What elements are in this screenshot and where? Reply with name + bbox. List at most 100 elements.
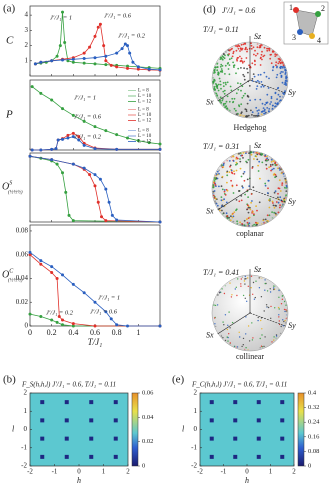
- spin-dot: [285, 77, 287, 80]
- spin-dot: [220, 63, 223, 66]
- spin-dot: [220, 335, 223, 338]
- spin-dot: [273, 211, 276, 214]
- spin-dot: [284, 89, 286, 92]
- spin-dot: [274, 162, 276, 165]
- x-tick-label: 0: [245, 468, 249, 476]
- sphere-axis-label: Sz: [254, 32, 262, 41]
- spin-dot: [243, 171, 246, 173]
- spin-dot: [245, 115, 248, 118]
- spin-dot: [273, 206, 276, 209]
- spin-dot: [266, 155, 268, 158]
- sphere-label: Hedgehog: [234, 123, 267, 132]
- data-point: [58, 44, 62, 48]
- panel-label: (e): [172, 374, 185, 386]
- spin-dot: [272, 66, 275, 69]
- spin-dot: [257, 164, 259, 167]
- spin-dot: [283, 300, 286, 303]
- spin-dot: [239, 47, 242, 50]
- data-point: [71, 57, 75, 61]
- data-point: [61, 171, 64, 175]
- spin-dot: [269, 288, 271, 290]
- spin-dot: [239, 114, 242, 116]
- spin-dot: [250, 153, 253, 156]
- heatmap-peak: [233, 454, 238, 459]
- data-point: [33, 62, 37, 66]
- data-point: [100, 215, 103, 219]
- spin-dot: [228, 73, 231, 76]
- spin-dot: [261, 161, 264, 164]
- spin-dot: [232, 220, 235, 223]
- spin-dot: [269, 165, 272, 168]
- spin-dot: [263, 221, 266, 224]
- spin-dot: [236, 220, 239, 223]
- spin-dot: [248, 85, 251, 87]
- spin-dot: [273, 285, 275, 287]
- spin-dot: [276, 98, 278, 101]
- spin-dot: [260, 296, 263, 298]
- spin-dot: [279, 169, 281, 171]
- spin-dot: [238, 331, 240, 333]
- y-label-sup: C: [9, 269, 14, 275]
- spin-dot: [242, 43, 245, 46]
- spin-dot: [225, 83, 227, 86]
- spin-dot: [272, 50, 275, 53]
- data-point: [158, 142, 162, 146]
- spin-dot: [255, 88, 258, 90]
- spin-dot: [227, 340, 229, 342]
- data-point: [66, 133, 70, 137]
- heatmap-peak: [280, 400, 285, 405]
- spin-dot: [229, 109, 232, 112]
- spin-dot: [220, 185, 223, 188]
- data-point: [93, 34, 97, 38]
- spin-dot: [278, 316, 280, 318]
- spin-dot: [226, 181, 228, 184]
- data-point: [88, 173, 92, 177]
- spin-dot: [262, 219, 265, 222]
- spin-dot: [265, 304, 268, 306]
- spin-dot: [284, 320, 286, 322]
- spin-dot: [220, 334, 222, 337]
- data-point: [71, 219, 75, 223]
- spin-dot: [229, 219, 232, 222]
- spin-dot: [236, 58, 238, 61]
- spin-dot: [250, 193, 253, 195]
- sphere-title: T/J₁ = 0.31: [203, 142, 239, 151]
- colorbar-label: 0.16: [308, 433, 320, 440]
- spin-dot: [273, 288, 275, 291]
- spin-dot: [271, 104, 274, 107]
- spin-dot: [251, 111, 254, 114]
- spin-dot: [216, 204, 219, 207]
- data-point: [56, 138, 60, 142]
- spin-dot: [261, 44, 263, 47]
- data-point: [71, 113, 75, 117]
- spin-dot: [226, 217, 229, 220]
- spin-dot: [214, 304, 217, 307]
- spin-dot: [221, 57, 223, 60]
- legend-label: L = 12: [138, 119, 152, 124]
- data-point: [123, 42, 127, 46]
- heatmap-peak: [256, 454, 261, 459]
- data-point: [61, 10, 64, 14]
- spin-dot: [231, 216, 234, 219]
- x-tick-label: 1: [269, 468, 273, 476]
- series-line: [35, 23, 161, 71]
- spin-dot: [242, 73, 245, 76]
- spin-dot: [271, 168, 274, 171]
- spin-dot: [280, 99, 282, 101]
- panel-label: (b): [3, 374, 16, 386]
- spin-dot: [271, 107, 274, 110]
- data-point: [82, 61, 86, 65]
- spin-dot: [253, 75, 256, 78]
- spin-dot: [223, 161, 226, 164]
- spin-dot: [253, 298, 256, 300]
- spin-dot: [234, 288, 236, 290]
- spin-dot: [256, 110, 259, 112]
- spin-dot: [269, 164, 272, 166]
- y-tick-label: 0.02: [16, 298, 29, 306]
- spin-dot: [281, 182, 284, 185]
- spin-dot: [232, 64, 235, 67]
- colorbar-label: 0: [308, 462, 311, 469]
- legend-label: L = 8: [138, 89, 149, 94]
- y-tick-label: 0.08: [16, 227, 29, 235]
